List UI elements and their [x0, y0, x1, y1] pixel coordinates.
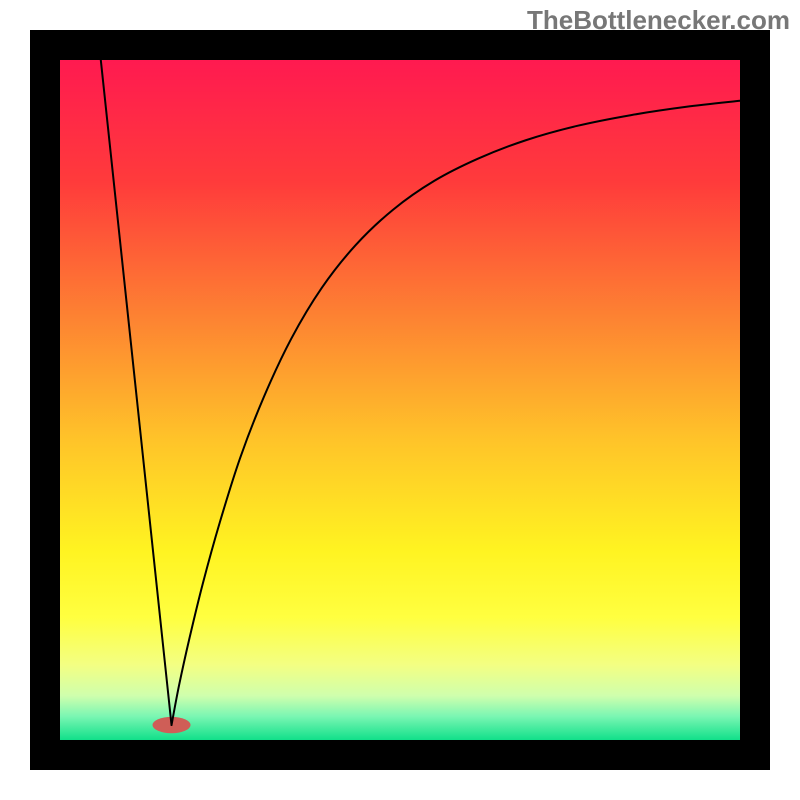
watermark-text: TheBottlenecker.com: [527, 5, 790, 36]
chart-canvas: TheBottlenecker.com: [0, 0, 800, 800]
chart-svg: [0, 0, 800, 800]
